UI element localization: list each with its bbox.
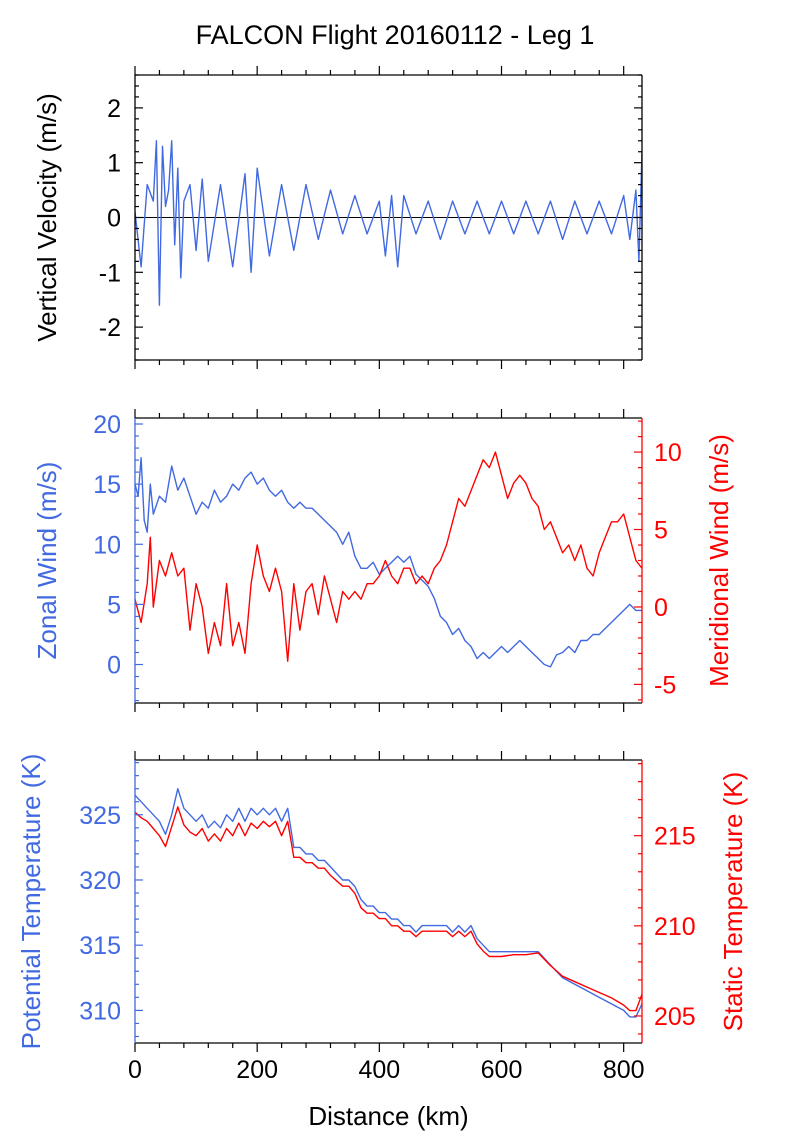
y-left-tick-label: 10 <box>93 531 121 559</box>
series-line-meridional-wind <box>135 451 642 662</box>
y-left-tick-label: 0 <box>107 205 121 233</box>
y-right-tick-label: 5 <box>654 517 668 545</box>
y-left-tick-label: 320 <box>79 867 121 895</box>
y-axis-label: Vertical Velocity (m/s) <box>32 93 62 342</box>
y-left-tick-label: -2 <box>99 314 121 342</box>
panel-2: 0 5 10 15 20 -5 0 5 10 Zonal Wind (m/s) Meridional… <box>32 409 734 712</box>
y-left-tick-label: 0 <box>107 652 121 680</box>
y-left-tick-label: 20 <box>93 411 121 439</box>
y-axis-label: Zonal Wind (m/s) <box>32 462 62 660</box>
series-line-static-temperature <box>135 806 642 1012</box>
y-axis-label-right: Static Temperature (K) <box>718 772 748 1032</box>
y-axis-label-right: Meridional Wind (m/s) <box>704 434 734 687</box>
series-line-vertical-velocity <box>135 140 642 306</box>
y-left-tick-label: 310 <box>79 997 121 1025</box>
x-tick-label: 800 <box>603 1056 645 1084</box>
panel-3: 0 200 400 600 800 Distance (km) 310 315 320 325 20… <box>16 751 748 1131</box>
y-right-tick-label: 210 <box>654 913 696 941</box>
y-left-tick-label: 325 <box>79 802 121 830</box>
x-tick-label: 600 <box>481 1056 523 1084</box>
y-left-tick-label: 2 <box>107 95 121 123</box>
y-left-tick-label: 1 <box>107 150 121 178</box>
x-tick-label: 400 <box>358 1056 400 1084</box>
x-axis-label: Distance (km) <box>308 1101 468 1131</box>
panel-1: -2 -1 0 1 2 Vertical Velocity (m/s) <box>32 66 643 369</box>
panels: -2 -1 0 1 2 Vertical Velocity (m/s) 0 5 10 15 20 -5… <box>16 66 748 1131</box>
y-right-tick-label: 215 <box>654 823 696 851</box>
y-right-tick-label: 0 <box>654 594 668 622</box>
series-line-zonal-wind <box>135 457 642 668</box>
y-left-tick-label: 315 <box>79 932 121 960</box>
chart-title: FALCON Flight 20160112 - Leg 1 <box>196 20 595 50</box>
y-left-tick-label: 5 <box>107 591 121 619</box>
y-left-tick-label: -1 <box>99 259 121 287</box>
y-axis-label: Potential Temperature (K) <box>16 754 46 1050</box>
series-line-potential-temperature <box>135 788 642 1018</box>
x-tick-label: 0 <box>128 1056 142 1084</box>
y-right-tick-label: 205 <box>654 1003 696 1031</box>
y-right-tick-label: -5 <box>654 671 676 699</box>
x-tick-label: 200 <box>236 1056 278 1084</box>
y-left-tick-label: 15 <box>93 471 121 499</box>
y-right-tick-label: 10 <box>654 439 682 467</box>
